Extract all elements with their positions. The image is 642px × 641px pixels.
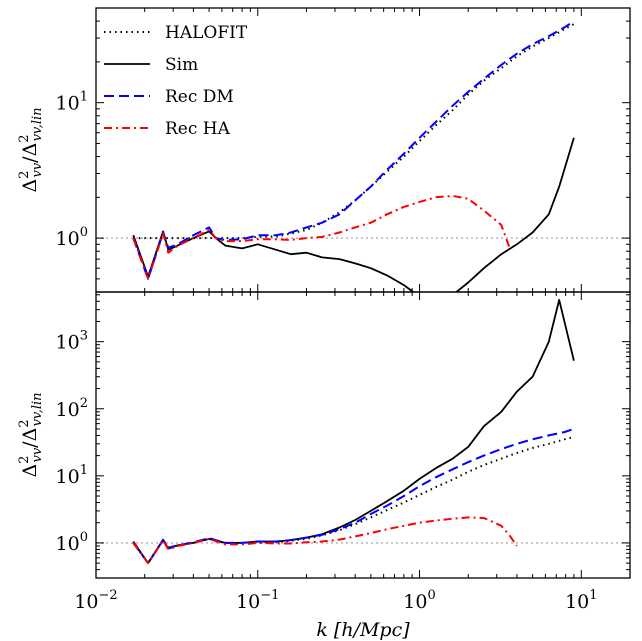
bottom-axes-frame (95, 291, 631, 579)
top-series-sim (132, 137, 575, 292)
bottom-y-tick-label: 103 (56, 329, 88, 354)
top-series-rec-dm (132, 20, 575, 280)
bottom-y-tick-label: 102 (56, 396, 88, 421)
bottom-y-tick-label: 100 (56, 530, 88, 555)
top-y-tick-label: 100 (56, 225, 88, 250)
top-y-axis-label: Δ2vv/Δ2vv,lin (17, 107, 45, 192)
legend-label-sim: Sim (165, 55, 198, 75)
bottom-series-halofit (132, 435, 575, 565)
top-series-rec-ha (132, 194, 511, 280)
bottom-x-tick-label: 101 (565, 588, 597, 613)
bottom-y-tick-label: 101 (56, 463, 88, 488)
bottom-series-rec-ha (132, 516, 518, 565)
top-y-tick-label: 101 (56, 90, 88, 115)
bottom-x-tick-label: 10−2 (74, 588, 117, 613)
bottom-x-tick-label: 10−1 (236, 588, 279, 613)
legend-label-rec-ha: Rec HA (165, 119, 231, 139)
bottom-x-tick-label: 100 (403, 588, 435, 613)
bottom-x-axis-label: k [h/Mpc] (316, 619, 410, 641)
legend-label-halofit: HALOFIT (165, 23, 248, 43)
bottom-series-sim (132, 299, 575, 564)
legend-label-rec-dm: Rec DM (165, 87, 234, 107)
top-axes-frame (95, 7, 631, 293)
bottom-y-axis-label: Δ2vv/Δ2vv,lin (17, 392, 45, 477)
